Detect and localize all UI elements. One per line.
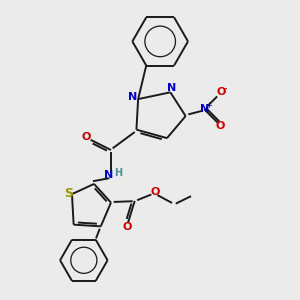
Text: N: N: [103, 170, 113, 180]
Text: O: O: [123, 222, 132, 232]
Text: N: N: [200, 104, 209, 114]
Text: O: O: [216, 121, 225, 131]
Text: N: N: [128, 92, 138, 102]
Text: S: S: [64, 187, 73, 200]
Text: H: H: [114, 168, 122, 178]
Text: N: N: [167, 83, 177, 93]
Text: O: O: [150, 188, 160, 197]
Text: O: O: [217, 87, 226, 97]
Text: -: -: [224, 84, 227, 94]
Text: O: O: [82, 132, 91, 142]
Text: +: +: [205, 101, 212, 110]
